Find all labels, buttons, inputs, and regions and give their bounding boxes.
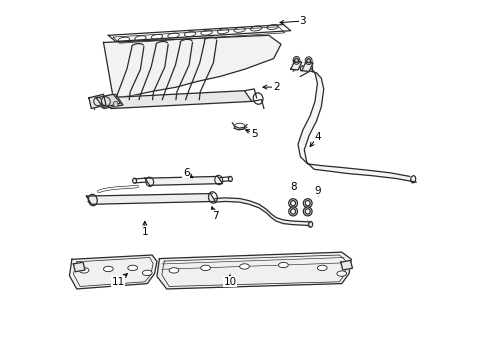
Polygon shape (290, 62, 301, 70)
Ellipse shape (201, 265, 210, 271)
Polygon shape (215, 198, 307, 225)
Polygon shape (89, 94, 106, 109)
Text: 8: 8 (289, 182, 296, 192)
Text: 7: 7 (212, 211, 218, 221)
Ellipse shape (290, 201, 295, 206)
Polygon shape (108, 24, 290, 41)
Ellipse shape (142, 270, 152, 275)
Ellipse shape (169, 268, 179, 273)
Polygon shape (103, 91, 251, 109)
Text: 4: 4 (313, 132, 320, 142)
Text: 1: 1 (141, 227, 148, 237)
Polygon shape (96, 94, 120, 108)
Ellipse shape (294, 58, 298, 63)
Polygon shape (301, 62, 312, 71)
Ellipse shape (305, 209, 309, 214)
Ellipse shape (306, 59, 310, 63)
Polygon shape (69, 255, 157, 289)
Text: 9: 9 (313, 186, 320, 196)
Ellipse shape (278, 262, 287, 268)
Polygon shape (144, 176, 222, 185)
Ellipse shape (336, 271, 346, 276)
Ellipse shape (239, 264, 249, 269)
Text: 11: 11 (111, 277, 124, 287)
Ellipse shape (303, 199, 311, 208)
Ellipse shape (317, 265, 326, 271)
Ellipse shape (79, 268, 89, 273)
Text: 3: 3 (299, 16, 305, 26)
Ellipse shape (288, 207, 297, 216)
Polygon shape (96, 94, 122, 109)
Polygon shape (340, 260, 352, 270)
Text: 6: 6 (183, 168, 189, 178)
Ellipse shape (290, 209, 295, 214)
Polygon shape (73, 262, 85, 272)
Text: 10: 10 (223, 277, 236, 287)
Ellipse shape (103, 266, 113, 272)
Text: 5: 5 (250, 129, 257, 139)
Ellipse shape (305, 201, 309, 206)
Ellipse shape (127, 265, 137, 271)
Polygon shape (157, 252, 351, 289)
Ellipse shape (303, 207, 311, 216)
Ellipse shape (113, 102, 118, 107)
Polygon shape (292, 66, 415, 182)
Polygon shape (86, 194, 215, 204)
Text: 2: 2 (272, 82, 279, 92)
Ellipse shape (288, 199, 297, 208)
Polygon shape (103, 35, 281, 98)
